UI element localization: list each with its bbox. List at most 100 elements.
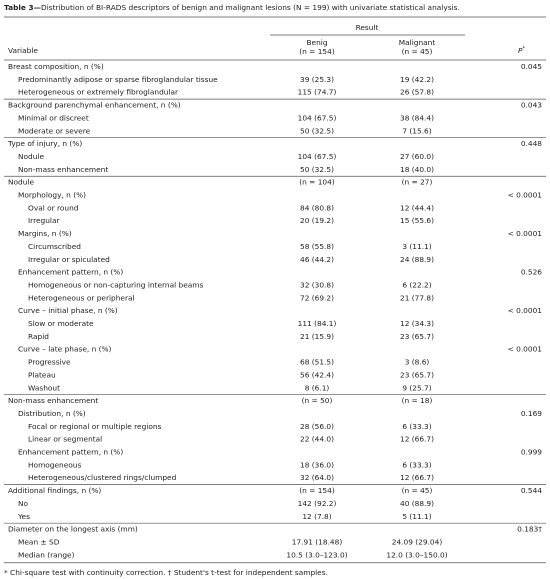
row-label: Oval or round [28,203,79,212]
benign-cell: 21 (15.9) [300,332,334,341]
benign-cell: (n = 154) [299,486,335,495]
malignant-cell: 6 (33.3) [402,460,431,469]
malignant-cell: 3 (11.1) [402,242,431,251]
benign-cell: 32 (30.8) [300,280,334,289]
p-cell: 0.183† [517,525,542,534]
malignant-cell: 23 (65.7) [400,332,434,341]
p-cell: < 0.0001 [508,229,543,238]
row-label: Moderate or severe [18,126,91,135]
row-label: Nodule [18,152,44,161]
row-label: Irregular or spiculated [28,255,110,264]
row-label: Enhancement pattern, n (%) [18,448,123,457]
malignant-cell: 24.09 (29.04) [392,537,443,546]
row-label: Minimal or discreet [18,113,89,122]
malignant-cell: 12 (34.3) [400,319,434,328]
malignant-cell: 6 (22.2) [402,280,431,289]
row-label: Morphology, n (%) [18,191,86,200]
malignant-cell: (n = 27) [402,178,433,187]
p-label: P [518,46,523,55]
footnote: * Chi-square test with continuity correc… [4,568,328,577]
malignant-cell: 12.0 (3.0–150.0) [386,550,447,559]
row-label: Mean ± SD [18,537,60,546]
p-cell: < 0.0001 [508,345,543,354]
table-title: Table 3—Distribution of BI-RADS descript… [4,3,460,12]
row-label: Linear or segmental [28,435,102,444]
row-label: Curve – initial phase, n (%) [18,306,118,315]
row-label: Heterogeneous or peripheral [28,293,135,302]
malignant-cell: 6 (33.3) [402,422,431,431]
p-cell: < 0.0001 [508,191,543,200]
benign-cell: 50 (32.5) [300,165,334,174]
row-label: Progressive [28,358,71,367]
row-label: Margins, n (%) [18,229,72,238]
malignant-cell: 3 (8.6) [405,358,430,367]
p-cell: 0.999 [521,448,542,457]
row-label: Homogeneous or non-capturing internal be… [28,280,203,289]
benign-cell: 18 (36.0) [300,460,334,469]
benign-cell: 58 (55.8) [300,242,334,251]
p-cell: 0.045 [521,62,542,71]
benign-cell: 28 (56.0) [300,422,334,431]
benign-cell: 104 (67.5) [298,113,337,122]
malignant-cell: 19 (42.2) [400,75,434,84]
malignant-cell: 9 (25.7) [402,383,431,392]
benign-cell: 8 (6.1) [305,383,330,392]
benign-cell: 12 (7.8) [302,512,331,521]
malignant-cell: (n = 45) [402,486,433,495]
malignant-header: Malignant [399,38,436,47]
benign-cell: 10.5 (3.0–123.0) [286,550,347,559]
row-label: Rapid [28,332,49,341]
table-label: Table 3— [4,3,41,12]
benign-header: Benig [306,38,327,47]
row-label: Plateau [28,370,56,379]
row-label: Diameter on the longest axis (mm) [8,525,138,534]
malignant-cell: 12 (44.4) [400,203,434,212]
p-cell: < 0.0001 [508,306,543,315]
benign-cell: 84 (80.8) [300,203,334,212]
row-label: Non-mass enhancement [18,165,108,174]
row-label: Yes [17,512,30,521]
benign-cell: 20 (19.2) [300,216,334,225]
row-label: Enhancement pattern, n (%) [18,268,123,277]
row-label: Heterogeneous/clustered rings/clumped [28,473,177,482]
benign-cell: 142 (92.2) [298,499,337,508]
benign-cell: (n = 50) [302,396,333,405]
benign-cell: 22 (44.0) [300,435,334,444]
benign-cell: 115 (74.7) [298,88,337,97]
malignant-cell: 38 (84.4) [400,113,434,122]
malignant-n: (n = 45) [402,47,433,56]
benign-n: (n = 154) [299,47,335,56]
benign-cell: 111 (84.1) [298,319,337,328]
benign-cell: 46 (44.2) [300,255,334,264]
p-cell: 0.169 [521,409,542,418]
malignant-cell: (n = 18) [402,396,433,405]
variable-header: Variable [8,46,38,55]
result-header: Result [356,23,379,32]
p-mark: * [522,46,525,52]
row-label: Slow or moderate [28,319,94,328]
row-label: Nodule [8,178,34,187]
malignant-cell: 23 (65.7) [400,370,434,379]
malignant-cell: 18 (40.0) [400,165,434,174]
p-cell: 0.526 [521,268,542,277]
benign-cell: 39 (25.3) [300,75,334,84]
benign-cell: 56 (42.4) [300,370,334,379]
p-cell: 0.043 [521,101,542,110]
malignant-cell: 40 (88.9) [400,499,434,508]
row-label: Additional findings, n (%) [8,486,101,495]
title-text: Distribution of BI-RADS descriptors of b… [41,3,460,12]
p-cell: 0.544 [521,486,542,495]
row-label: Type of injury, n (%) [7,139,82,148]
row-label: Focal or regional or multiple regions [28,422,162,431]
row-label: Heterogeneous or extremely fibroglandula… [18,88,179,97]
p-cell: 0.448 [521,139,542,148]
malignant-cell: 27 (60.0) [400,152,434,161]
row-label: Breast composition, n (%) [8,62,104,71]
p-header: P* [518,46,525,56]
malignant-cell: 15 (55.6) [400,216,434,225]
row-label: Distribution, n (%) [18,409,86,418]
benign-cell: 72 (69.2) [300,293,334,302]
row-label: Background parenchymal enhancement, n (%… [8,101,181,110]
row-label: Washout [28,383,60,392]
